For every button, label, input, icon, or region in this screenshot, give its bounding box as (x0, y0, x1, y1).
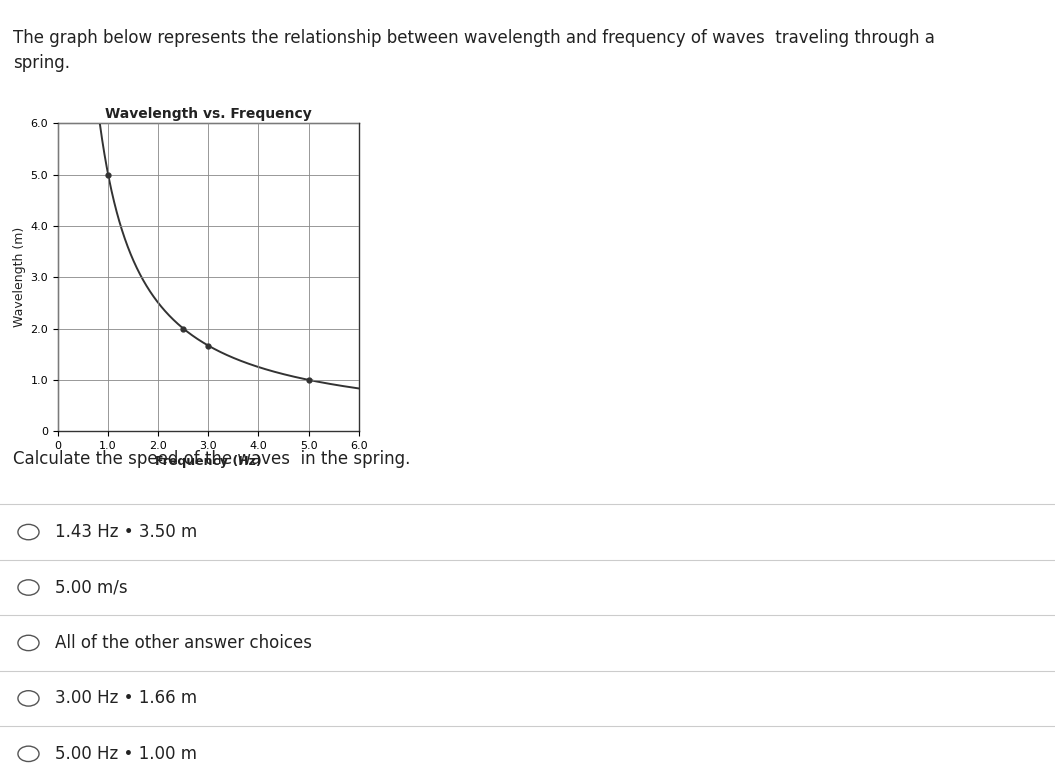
Text: 3.00 Hz • 1.66 m: 3.00 Hz • 1.66 m (55, 689, 197, 708)
Title: Wavelength vs. Frequency: Wavelength vs. Frequency (106, 106, 311, 121)
Text: The graph below represents the relationship between wavelength and frequency of : The graph below represents the relations… (13, 29, 935, 47)
Text: 5.00 m/s: 5.00 m/s (55, 578, 128, 597)
Text: 5.00 Hz • 1.00 m: 5.00 Hz • 1.00 m (55, 745, 197, 763)
Text: All of the other answer choices: All of the other answer choices (55, 634, 312, 652)
Y-axis label: Wavelength (m): Wavelength (m) (14, 227, 26, 327)
Text: spring.: spring. (13, 54, 70, 72)
X-axis label: Frequency (Hz): Frequency (Hz) (155, 455, 262, 468)
Text: Calculate the speed of the waves  in the spring.: Calculate the speed of the waves in the … (13, 450, 410, 468)
Text: 1.43 Hz • 3.50 m: 1.43 Hz • 3.50 m (55, 523, 197, 541)
